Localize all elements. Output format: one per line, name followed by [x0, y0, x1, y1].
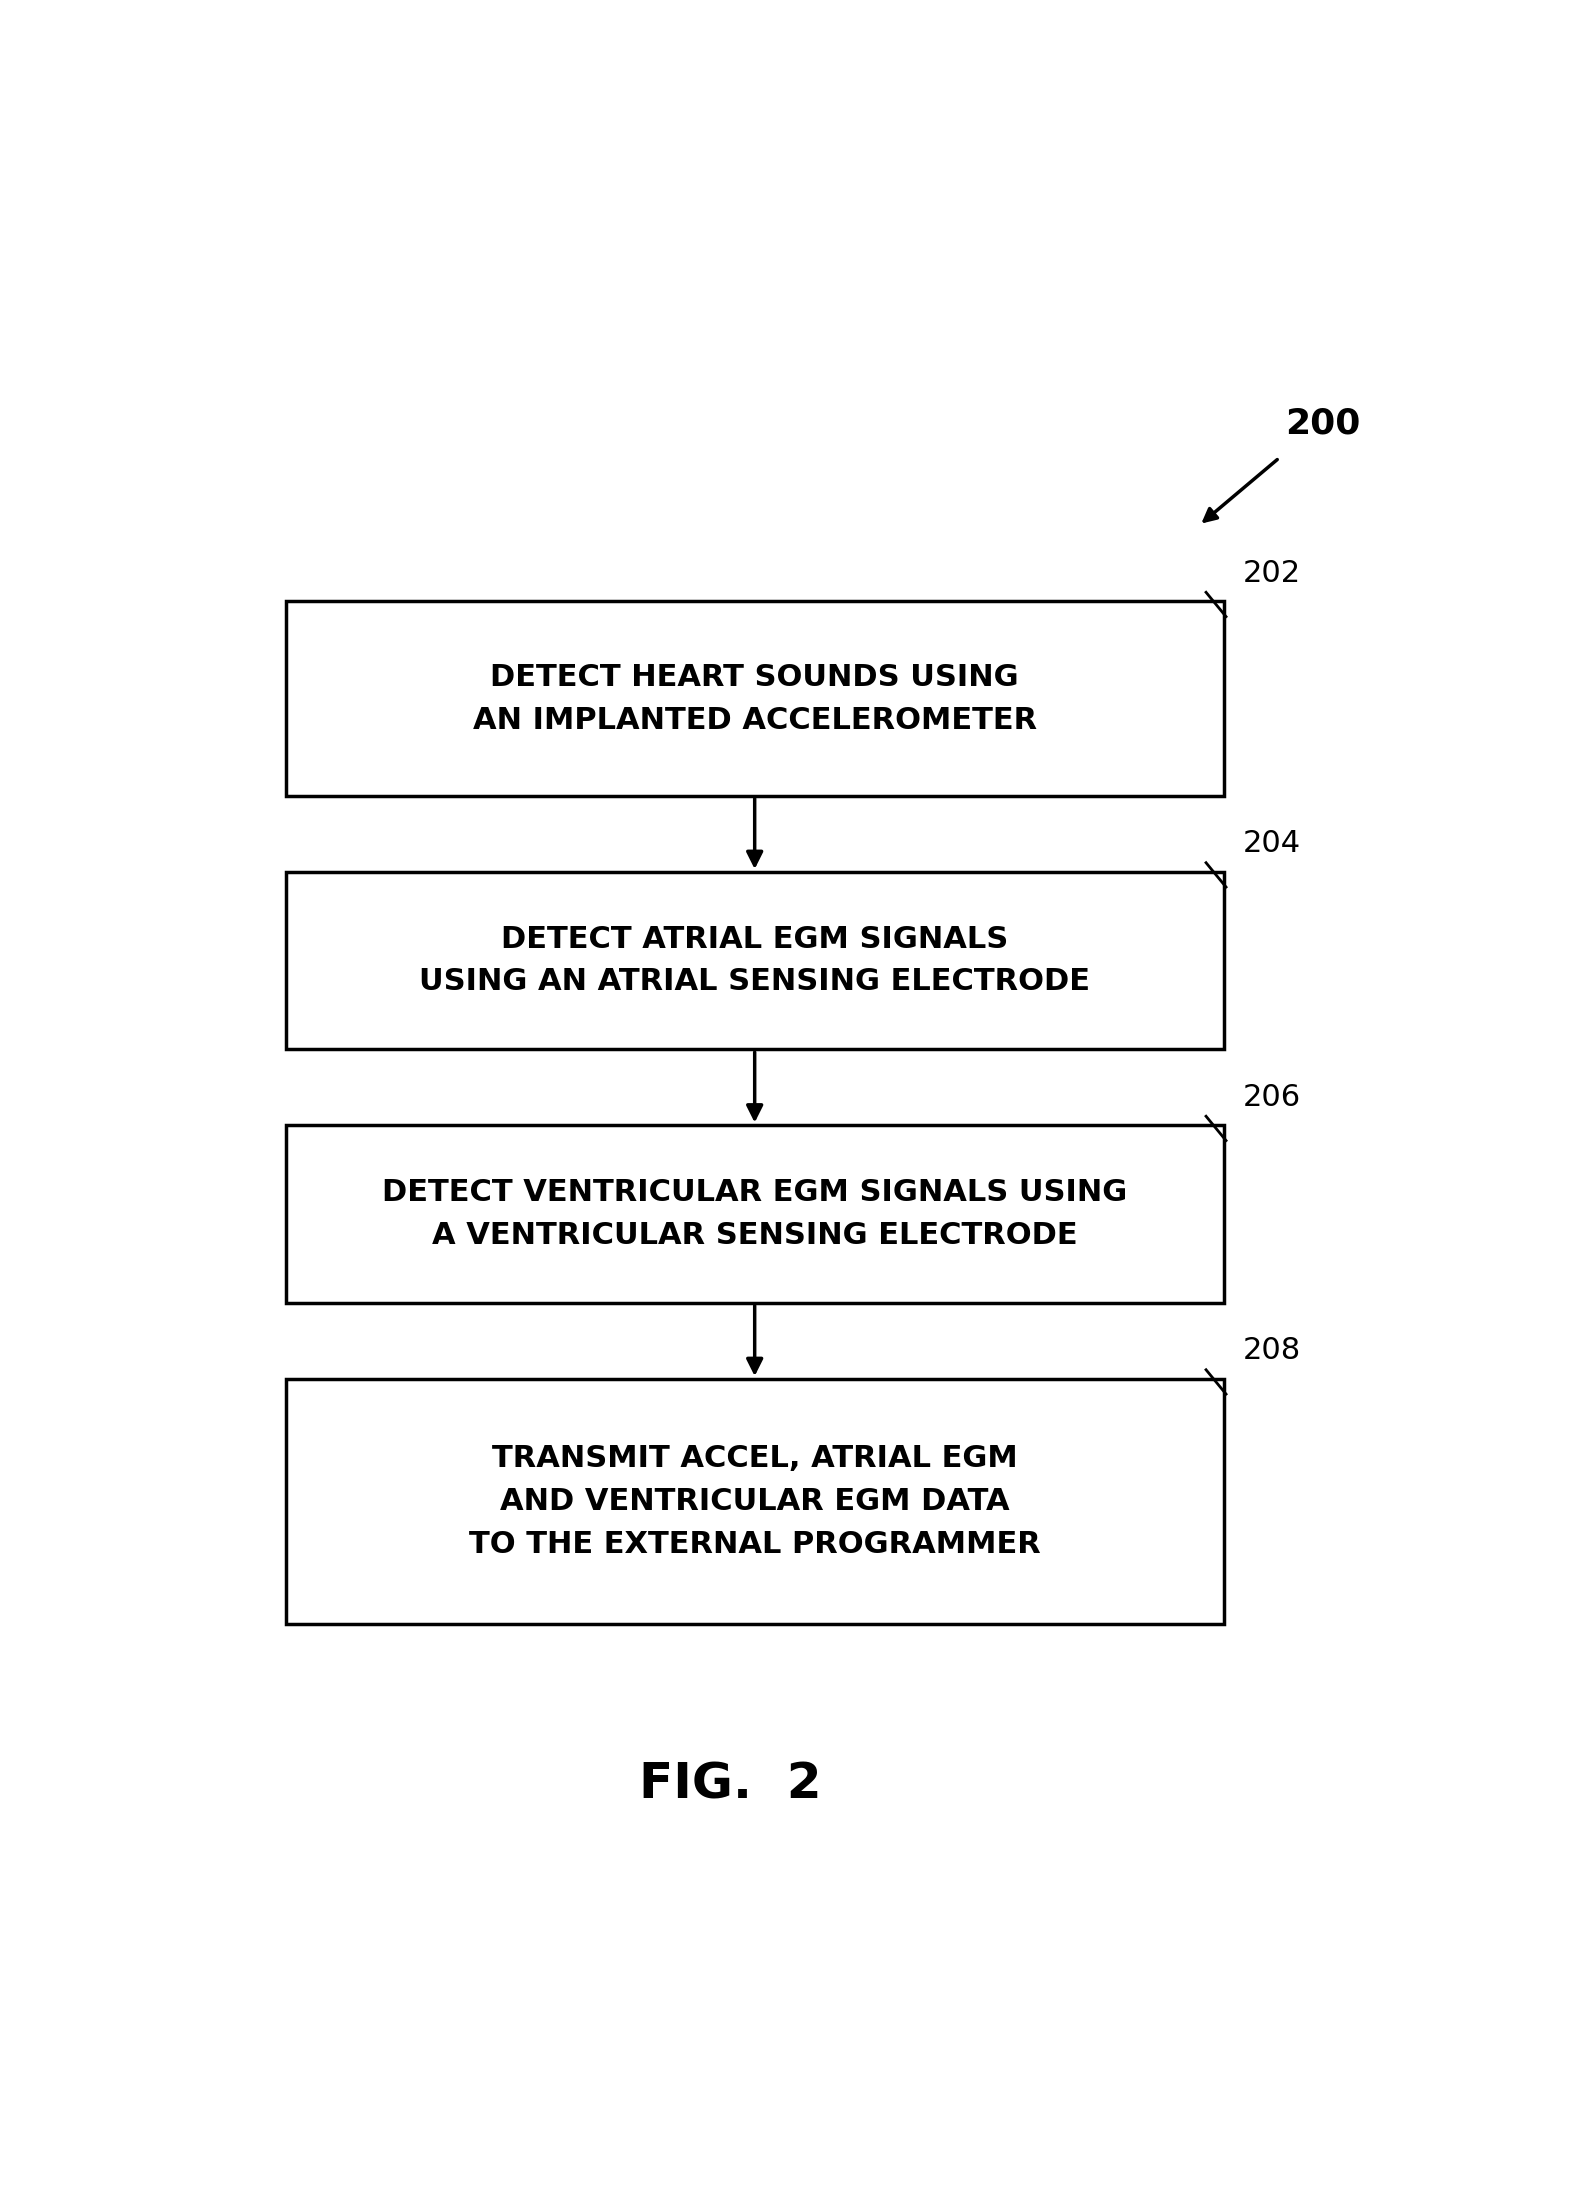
Text: 204: 204: [1243, 830, 1300, 858]
Text: 200: 200: [1286, 406, 1360, 441]
Text: DETECT VENTRICULAR EGM SIGNALS USING
A VENTRICULAR SENSING ELECTRODE: DETECT VENTRICULAR EGM SIGNALS USING A V…: [382, 1179, 1128, 1249]
Bar: [285, 1126, 1223, 1304]
Bar: [285, 871, 1223, 1049]
Text: DETECT ATRIAL EGM SIGNALS
USING AN ATRIAL SENSING ELECTRODE: DETECT ATRIAL EGM SIGNALS USING AN ATRIA…: [419, 924, 1090, 997]
Text: DETECT HEART SOUNDS USING
AN IMPLANTED ACCELEROMETER: DETECT HEART SOUNDS USING AN IMPLANTED A…: [473, 663, 1037, 735]
Text: 202: 202: [1243, 560, 1300, 588]
Text: 208: 208: [1243, 1337, 1300, 1365]
Text: FIG.  2: FIG. 2: [639, 1760, 822, 1809]
Bar: [285, 1378, 1223, 1624]
Text: TRANSMIT ACCEL, ATRIAL EGM
AND VENTRICULAR EGM DATA
TO THE EXTERNAL PROGRAMMER: TRANSMIT ACCEL, ATRIAL EGM AND VENTRICUL…: [468, 1444, 1040, 1558]
Text: 206: 206: [1243, 1082, 1300, 1113]
Bar: [285, 601, 1223, 797]
